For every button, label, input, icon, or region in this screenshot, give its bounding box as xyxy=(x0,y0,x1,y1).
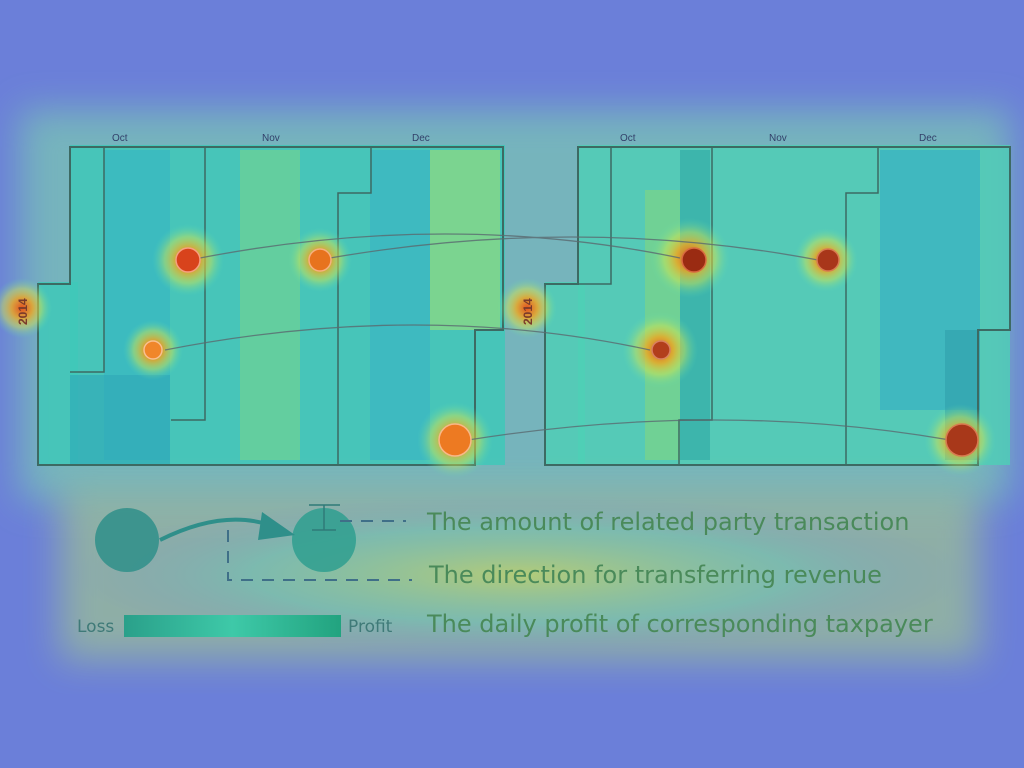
taxpayer-node xyxy=(945,423,979,457)
taxpayer-nodes xyxy=(143,247,979,457)
cal2-month-nov: Nov xyxy=(769,133,787,144)
taxpayer-node xyxy=(438,423,472,457)
cal2-year-label: 2014 xyxy=(521,298,535,325)
cal1-month-dec: Dec xyxy=(412,133,430,144)
legend-direction-label: The direction for transferring revenue xyxy=(428,561,882,589)
cal1-year-label: 2014 xyxy=(16,298,30,325)
legend-profit-label: The daily profit of corresponding taxpay… xyxy=(426,610,933,638)
year-glow-right xyxy=(497,278,557,338)
legend-amount-label: The amount of related party transaction xyxy=(426,508,909,536)
legend-source-circle xyxy=(95,508,159,572)
calendar-right xyxy=(544,145,1011,466)
taxpayer-node xyxy=(816,248,840,272)
legend-target-circle xyxy=(292,508,356,572)
legend-loss-label: Loss xyxy=(77,617,114,637)
legend-arrowhead-icon xyxy=(258,512,295,540)
year-glow-left xyxy=(0,278,52,338)
transfer-arrows xyxy=(164,233,951,441)
legend: The amount of related party transaction … xyxy=(70,495,970,655)
legend-profit-end-label: Profit xyxy=(348,617,393,637)
taxpayer-node xyxy=(143,340,163,360)
taxpayer-node xyxy=(681,247,707,273)
cal1-month-oct: Oct xyxy=(112,133,128,144)
cal2-month-oct: Oct xyxy=(620,133,636,144)
legend-profit-scale xyxy=(124,615,341,637)
cal1-month-nov: Nov xyxy=(262,133,280,144)
cal2-month-dec: Dec xyxy=(919,133,937,144)
taxpayer-node xyxy=(308,248,332,272)
taxpayer-node xyxy=(175,247,201,273)
taxpayer-node xyxy=(651,340,671,360)
